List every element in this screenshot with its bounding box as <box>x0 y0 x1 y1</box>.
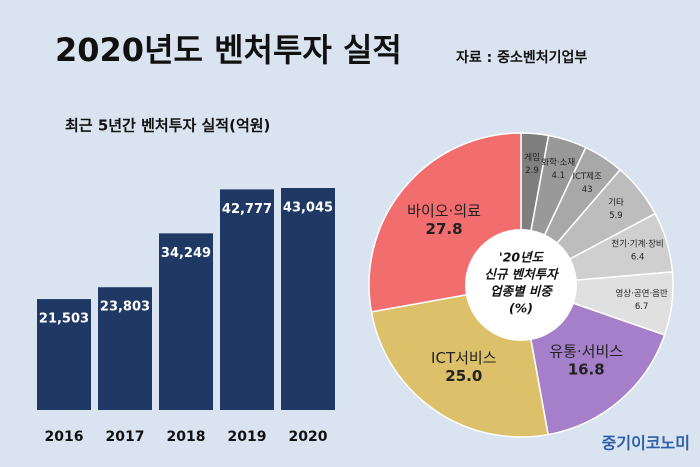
slice-value: 4.1 <box>551 171 565 181</box>
donut-hole <box>465 229 577 341</box>
value-label: 34,249 <box>161 246 211 261</box>
slice-label: 게임 <box>524 152 540 163</box>
bar <box>98 287 152 410</box>
logo: 중기이코노미 <box>602 434 690 453</box>
slice-value: 2.9 <box>525 166 539 176</box>
slice-value: 6.7 <box>635 302 649 312</box>
bar <box>37 299 91 410</box>
slice-label: ICT제조 <box>573 172 602 182</box>
slice-label: 화학·소재 <box>541 157 575 168</box>
page-title: 2020년도 벤처투자 실적 <box>55 31 402 69</box>
slice-value: 16.8 <box>568 361 605 379</box>
slice-value: 43 <box>582 185 593 195</box>
x-tick-label: 2016 <box>45 429 84 445</box>
x-tick-label: 2017 <box>106 429 145 445</box>
slice-value: 6.4 <box>631 252 645 262</box>
center-text: '20년도 <box>499 250 545 265</box>
slice-label: 전기·기계·장비 <box>611 238 663 249</box>
x-tick-label: 2019 <box>228 429 267 445</box>
value-label: 21,503 <box>39 312 89 327</box>
slice-label: 유통·서비스 <box>549 343 623 361</box>
center-text: 신규 벤처투자 <box>484 267 559 282</box>
value-label: 42,777 <box>222 202 272 217</box>
slice-value: 25.0 <box>445 367 482 385</box>
slice-label: 영상·공연·음반 <box>615 288 668 299</box>
center-text: (%) <box>509 301 533 316</box>
source: 자료 : 중소벤처기업부 <box>456 50 587 66</box>
slice-value: 27.8 <box>426 220 463 238</box>
bar <box>220 189 274 410</box>
slice-value: 5.9 <box>609 211 623 221</box>
bar <box>281 188 335 410</box>
x-tick-label: 2018 <box>167 429 206 445</box>
slice-label: ICT서비스 <box>431 349 497 367</box>
slice-label: 기타 <box>608 198 624 208</box>
slice-label: 바이오·의료 <box>407 202 481 220</box>
value-label: 23,803 <box>100 300 150 315</box>
value-label: 43,045 <box>283 201 333 216</box>
center-text: 업종별 비중 <box>490 284 553 299</box>
bar <box>159 233 213 410</box>
x-tick-label: 2020 <box>289 429 328 445</box>
bar-chart-title: 최근 5년간 벤처투자 실적(억원) <box>65 117 270 135</box>
